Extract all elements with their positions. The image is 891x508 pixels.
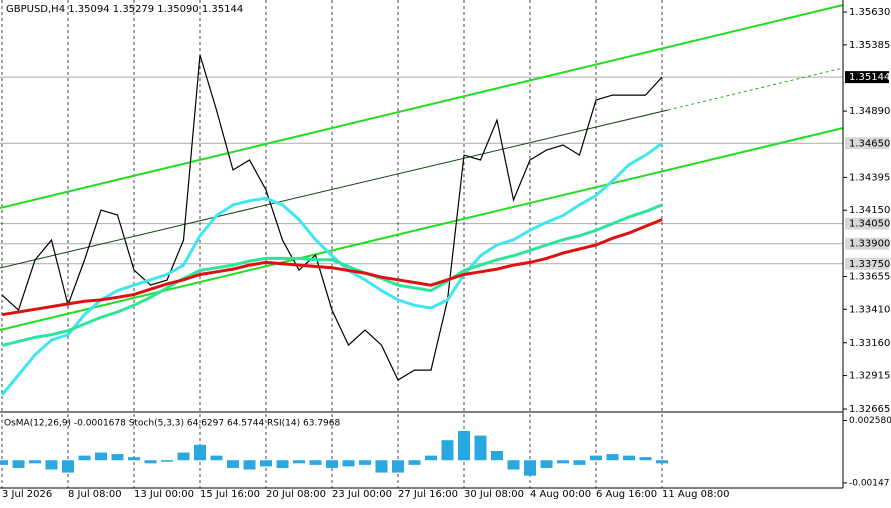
y-tick-label: 1.34150 bbox=[849, 205, 890, 216]
osma-bar bbox=[210, 455, 223, 461]
y-tick-label: -0.00147 bbox=[849, 478, 889, 488]
osma-bar bbox=[425, 455, 437, 461]
x-tick-label: 23 Jul 00:00 bbox=[332, 489, 392, 500]
y-tick-label: 0.0025808 bbox=[849, 416, 891, 426]
y-tick-label: 1.33410 bbox=[849, 304, 890, 315]
osma-bar bbox=[0, 460, 8, 465]
price-level-box bbox=[845, 217, 889, 230]
osma-bar bbox=[293, 460, 305, 464]
osma-bar bbox=[309, 460, 322, 465]
osma-bar bbox=[639, 457, 652, 461]
price-level-label: 1.34050 bbox=[849, 219, 890, 230]
osma-bar bbox=[441, 440, 454, 461]
osma-bar bbox=[111, 454, 124, 461]
y-tick-label: 1.33160 bbox=[849, 338, 890, 349]
osma-bar bbox=[194, 444, 206, 461]
osma-bar bbox=[408, 460, 421, 465]
price-level-label: 1.33900 bbox=[849, 239, 890, 250]
osma-bar bbox=[326, 460, 338, 468]
osma-bar bbox=[276, 460, 289, 468]
osma-bar bbox=[656, 460, 668, 464]
y-tick-label: 1.35630 bbox=[849, 7, 890, 18]
channel-middle bbox=[0, 109, 669, 269]
moving-average bbox=[1, 218, 663, 317]
osma-bar bbox=[78, 455, 91, 461]
osma-bar bbox=[606, 454, 619, 461]
osma-bar bbox=[260, 460, 272, 467]
price-level-box bbox=[845, 237, 889, 250]
osma-bar bbox=[342, 460, 355, 467]
osma-bar bbox=[62, 460, 74, 473]
x-tick-label: 13 Jul 00:00 bbox=[134, 489, 194, 500]
osma-bar bbox=[227, 460, 239, 468]
x-tick-label: 3 Jul 2026 bbox=[2, 489, 52, 500]
osma-bar bbox=[524, 460, 536, 476]
price-level-box bbox=[845, 257, 889, 270]
grid bbox=[0, 0, 843, 488]
osma-bar bbox=[491, 451, 503, 461]
osma-bar bbox=[144, 460, 157, 464]
x-tick-label: 27 Jul 16:00 bbox=[398, 489, 458, 500]
y-tick-label: 1.33655 bbox=[849, 271, 890, 282]
x-tick-label: 15 Jul 16:00 bbox=[200, 489, 260, 500]
osma-bar bbox=[45, 460, 58, 470]
x-tick-label: 6 Aug 16:00 bbox=[596, 489, 657, 500]
osma-bar bbox=[540, 460, 553, 468]
channel-upper bbox=[0, 4, 844, 209]
osma-bar bbox=[507, 460, 520, 470]
osma-bar bbox=[557, 460, 569, 464]
trend-channel bbox=[0, 4, 844, 331]
y-tick-label: 1.35385 bbox=[849, 40, 890, 51]
x-tick-label: 20 Jul 08:00 bbox=[266, 489, 326, 500]
osma-bar bbox=[623, 455, 635, 461]
osma-bar bbox=[392, 460, 404, 473]
x-tick-label: 11 Aug 08:00 bbox=[662, 489, 729, 500]
y-tick-label: 1.32915 bbox=[849, 371, 890, 382]
price-level-box bbox=[845, 71, 889, 84]
osma-bar bbox=[573, 460, 586, 465]
osma-bar bbox=[177, 452, 190, 461]
x-tick-label: 30 Jul 08:00 bbox=[464, 489, 524, 500]
moving-average bbox=[0, 142, 663, 396]
chart-title: GBPUSD,H4 1.35094 1.35279 1.35090 1.3514… bbox=[6, 4, 243, 15]
plot bbox=[0, 54, 668, 476]
price-level-label: 1.34650 bbox=[849, 138, 890, 149]
x-tick-label: 4 Aug 00:00 bbox=[530, 489, 591, 500]
osma-bar bbox=[161, 460, 173, 462]
indicator-title: OsMA(12,26,9) -0.0001678 Stoch(5,3,3) 64… bbox=[4, 419, 340, 429]
y-tick-label: 1.32665 bbox=[849, 404, 890, 415]
osma-bar bbox=[359, 460, 371, 465]
price-line bbox=[1, 54, 663, 381]
osma-bar bbox=[590, 455, 602, 461]
osma-bar bbox=[458, 430, 470, 461]
y-tick-label: 1.34395 bbox=[849, 172, 890, 183]
price-level-box bbox=[845, 137, 889, 150]
osma-bar bbox=[243, 460, 256, 470]
x-tick-label: 8 Jul 08:00 bbox=[68, 489, 122, 500]
y-tick-label: 1.34890 bbox=[849, 106, 890, 117]
price-level-label: 1.35144 bbox=[849, 72, 890, 83]
osma-bar bbox=[474, 435, 487, 461]
osma-bar bbox=[12, 460, 25, 468]
osma-bar bbox=[29, 460, 41, 464]
moving-average bbox=[1, 203, 663, 347]
channel-lower bbox=[0, 127, 844, 331]
osma-bar bbox=[375, 460, 388, 473]
price-level-label: 1.33750 bbox=[849, 259, 890, 270]
osma-bar bbox=[128, 457, 140, 461]
osma-bar bbox=[95, 452, 107, 461]
